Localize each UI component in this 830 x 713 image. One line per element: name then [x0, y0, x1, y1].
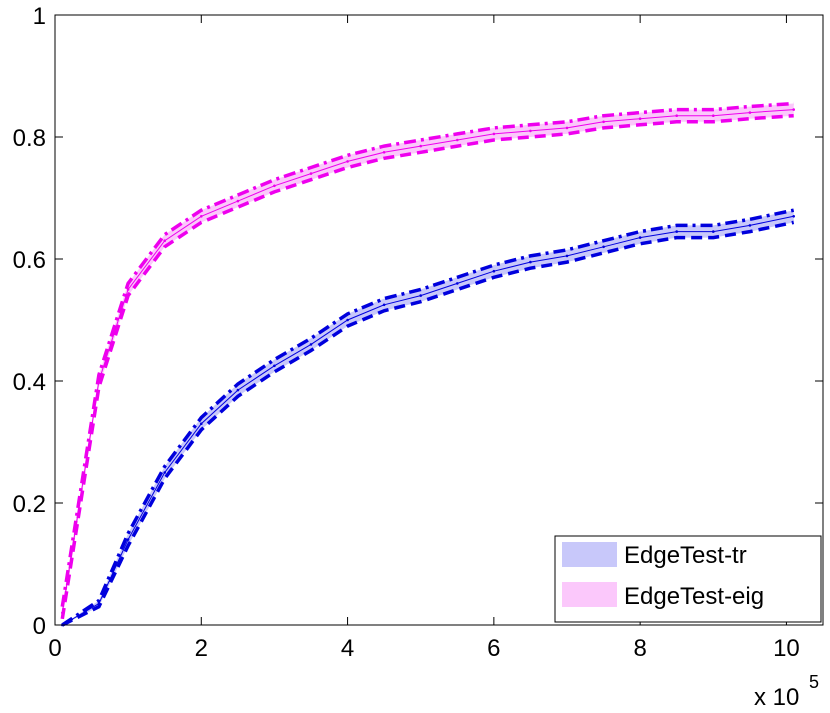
- point-edgetest-eig: [126, 288, 130, 291]
- y-tick-label: 0.2: [13, 491, 46, 518]
- x-axis-ticks: 0 2 4 6 8 10: [48, 15, 800, 662]
- point-edgetest-eig: [712, 114, 715, 117]
- point-edgetest-eig: [97, 379, 101, 383]
- y-tick-label: 0.6: [13, 247, 46, 274]
- upper-bound-edgetest-tr: [61, 208, 795, 627]
- y-tick-label: 0.4: [13, 369, 46, 396]
- point-edgetest-tr: [382, 303, 386, 307]
- point-edgetest-tr: [492, 269, 496, 273]
- x-tick-label: 4: [341, 635, 354, 662]
- point-edgetest-tr: [163, 471, 166, 474]
- point-edgetest-eig: [792, 108, 795, 111]
- y-axis-ticks: 0 0.2 0.4 0.6 0.8 1: [13, 3, 823, 640]
- x-axis-multiplier-base: x 10: [754, 684, 799, 711]
- point-edgetest-tr: [346, 318, 349, 322]
- point-edgetest-eig: [492, 132, 496, 136]
- point-edgetest-eig: [346, 160, 349, 163]
- y-tick-label: 0.8: [13, 125, 46, 152]
- legend-label-edgetest-eig: EdgeTest-eig: [624, 583, 764, 610]
- legend: EdgeTest-tr EdgeTest-eig: [554, 535, 822, 623]
- x-tick-label: 0: [48, 635, 61, 662]
- lower-bound-edgetest-tr: [61, 220, 795, 627]
- point-edgetest-eig: [236, 199, 240, 203]
- point-edgetest-tr: [529, 260, 532, 264]
- x-tick-label: 8: [633, 635, 646, 662]
- point-edgetest-eig: [529, 129, 532, 133]
- point-edgetest-eig: [419, 144, 423, 148]
- y-tick-label: 1: [33, 3, 46, 30]
- point-edgetest-tr: [712, 230, 715, 233]
- point-edgetest-eig: [456, 138, 459, 142]
- point-edgetest-tr: [236, 388, 240, 392]
- point-edgetest-eig: [602, 120, 605, 124]
- x-tick-label: 6: [487, 635, 500, 662]
- point-edgetest-tr: [602, 245, 605, 249]
- x-axis-multiplier-exponent: 5: [809, 672, 819, 692]
- point-edgetest-tr: [792, 215, 795, 218]
- point-edgetest-eig: [675, 114, 678, 117]
- point-edgetest-eig: [382, 151, 386, 154]
- point-edgetest-eig: [61, 611, 64, 615]
- legend-swatch-edgetest-tr: [562, 542, 617, 567]
- point-edgetest-tr: [273, 364, 276, 368]
- point-edgetest-tr: [200, 422, 203, 426]
- point-edgetest-eig: [638, 117, 642, 120]
- x-tick-label: 2: [195, 635, 208, 662]
- point-edgetest-eig: [565, 126, 569, 130]
- x-axis-multiplier: x 10 5: [754, 672, 819, 711]
- upper-bound-edgetest-eig: [60, 101, 794, 607]
- point-edgetest-tr: [419, 294, 423, 297]
- point-edgetest-eig: [200, 215, 203, 218]
- point-edgetest-tr: [309, 343, 313, 346]
- point-edgetest-tr: [97, 602, 101, 605]
- point-edgetest-tr: [675, 230, 678, 233]
- point-edgetest-eig: [309, 172, 313, 175]
- x-tick-label: 10: [773, 635, 800, 662]
- legend-label-edgetest-tr: EdgeTest-tr: [624, 542, 747, 569]
- plot-lines: [60, 101, 795, 627]
- point-edgetest-eig: [163, 239, 166, 242]
- point-edgetest-tr: [456, 282, 459, 285]
- legend-swatch-edgetest-eig: [562, 582, 617, 607]
- y-tick-label: 0: [33, 613, 46, 640]
- point-edgetest-tr: [565, 254, 569, 258]
- plot-frame: [54, 14, 824, 626]
- point-edgetest-tr: [126, 538, 130, 541]
- lower-bound-edgetest-eig: [60, 113, 794, 620]
- point-edgetest-eig: [273, 184, 276, 188]
- point-edgetest-tr: [748, 224, 752, 227]
- point-edgetest-eig: [748, 111, 752, 114]
- point-edgetest-tr: [638, 236, 642, 239]
